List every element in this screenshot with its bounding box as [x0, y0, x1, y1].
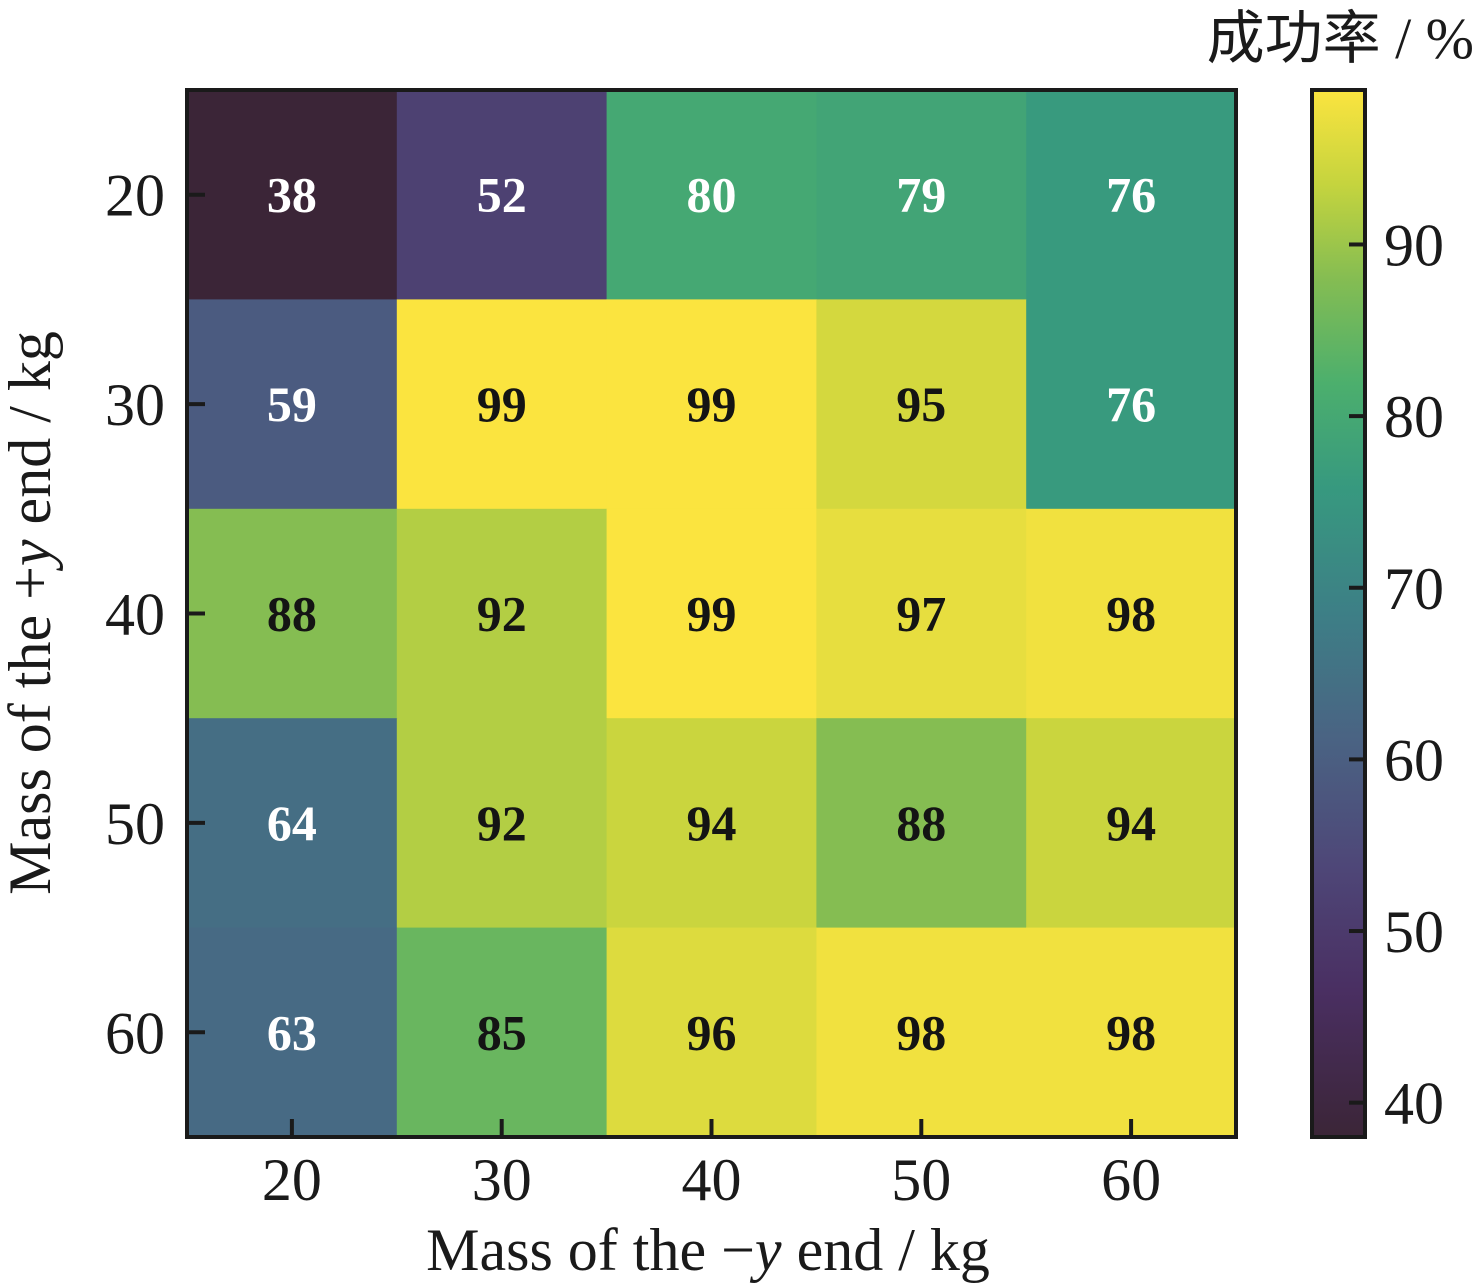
heatmap-cell — [1026, 299, 1237, 510]
colorbar-tick-label: 60 — [1384, 727, 1444, 793]
heatmap-cell — [606, 299, 817, 510]
heatmap-cell — [396, 299, 608, 510]
cell-value-label: 52 — [477, 167, 527, 223]
y-axis-label: Mass of the +y end / kg — [0, 331, 63, 895]
heatmap-cell — [396, 90, 608, 300]
cell-value-label: 92 — [477, 586, 527, 642]
cell-value-label: 99 — [687, 586, 737, 642]
cell-value-label: 94 — [1106, 795, 1156, 851]
colorbar-ticks: 40 50 60 70 80 90 — [1349, 212, 1444, 1137]
cell-value-label: 99 — [687, 376, 737, 432]
heatmap-cell — [187, 90, 398, 300]
heatmap-cell-labels: 38 52 80 79 76 59 99 99 95 76 88 92 99 97 98 64 92 94 88 94… — [267, 167, 1156, 1061]
heatmap-cell — [187, 718, 398, 929]
cell-value-label: 94 — [687, 795, 737, 851]
heatmap-cell — [606, 90, 817, 300]
y-tick-label: 60 — [105, 1000, 165, 1066]
colorbar-title: 成功率 / % — [1207, 6, 1474, 71]
heatmap-cell — [396, 927, 608, 1138]
cell-value-label: 76 — [1106, 376, 1156, 432]
heatmap-cell — [816, 718, 1027, 929]
cell-value-label: 76 — [1106, 167, 1156, 223]
y-tick-label: 40 — [105, 582, 165, 648]
heatmap-cell — [1026, 508, 1237, 719]
heatmap-cell — [1026, 718, 1237, 929]
x-tick-label: 30 — [472, 1147, 532, 1213]
x-tick-label: 50 — [891, 1147, 951, 1213]
cell-value-label: 80 — [687, 167, 737, 223]
y-tick-label: 30 — [105, 372, 165, 438]
heatmap-cell — [396, 508, 608, 719]
x-axis-label: Mass of the −y end / kg — [426, 1217, 990, 1283]
heatmap-cell — [606, 718, 817, 929]
heatmap-cell — [187, 299, 398, 510]
cell-value-label: 97 — [896, 586, 946, 642]
colorbar-tick-label: 90 — [1384, 212, 1444, 278]
x-tick-label: 20 — [262, 1147, 322, 1213]
heatmap-cell — [1026, 90, 1237, 300]
x-tick-label: 40 — [682, 1147, 742, 1213]
cell-value-label: 63 — [267, 1004, 317, 1060]
heatmap-cell — [816, 90, 1027, 300]
colorbar: 40 50 60 70 80 90 成功率 / % — [1207, 6, 1474, 1139]
x-axis: 20 30 40 50 60 — [262, 1119, 1161, 1213]
colorbar-tick-label: 40 — [1384, 1071, 1444, 1137]
heatmap-cell — [187, 508, 398, 719]
heatmap-cell — [606, 927, 817, 1138]
heatmap-cell — [1026, 927, 1237, 1138]
heatmap-cell — [606, 508, 817, 719]
colorbar-tick-label: 70 — [1384, 556, 1444, 622]
heatmap-cell — [187, 927, 398, 1138]
cell-value-label: 96 — [687, 1004, 737, 1060]
cell-value-label: 95 — [896, 376, 946, 432]
y-axis: 20 30 40 50 60 — [105, 163, 205, 1066]
heatmap-cell — [816, 508, 1027, 719]
cell-value-label: 98 — [1106, 586, 1156, 642]
cell-value-label: 88 — [896, 795, 946, 851]
heatmap-cell — [816, 927, 1027, 1138]
heatmap-cell — [816, 299, 1027, 510]
cell-value-label: 38 — [267, 167, 317, 223]
colorbar-tick-label: 50 — [1384, 899, 1444, 965]
x-tick-label: 60 — [1101, 1147, 1161, 1213]
y-tick-label: 20 — [105, 163, 165, 229]
cell-value-label: 85 — [477, 1004, 527, 1060]
cell-value-label: 98 — [896, 1004, 946, 1060]
heatmap-cells — [187, 90, 1237, 1138]
heatmap-cell — [396, 718, 608, 929]
y-tick-label: 50 — [105, 791, 165, 857]
cell-value-label: 98 — [1106, 1004, 1156, 1060]
cell-value-label: 79 — [896, 167, 946, 223]
colorbar-tick-label: 80 — [1384, 384, 1444, 450]
cell-value-label: 99 — [477, 376, 527, 432]
cell-value-label: 59 — [267, 376, 317, 432]
cell-value-label: 88 — [267, 586, 317, 642]
cell-value-label: 64 — [267, 795, 317, 851]
cell-value-label: 92 — [477, 795, 527, 851]
colorbar-gradient — [1310, 88, 1367, 1139]
